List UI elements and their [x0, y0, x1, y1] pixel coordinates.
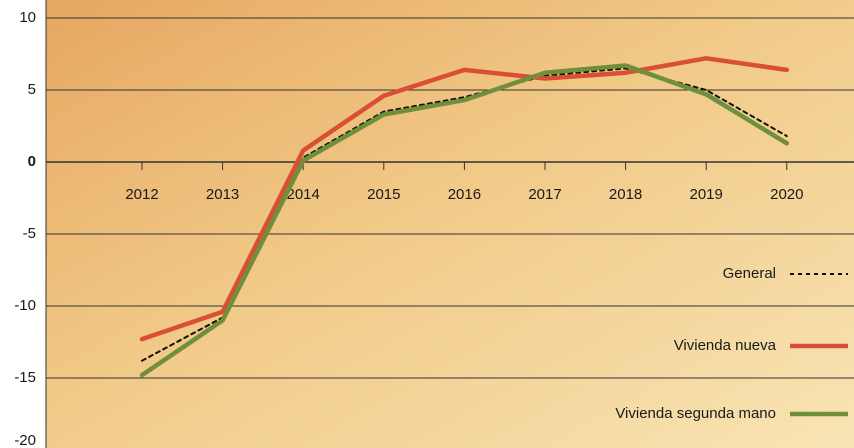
y-tick-label: 0 — [28, 153, 36, 170]
x-tick-label: 2015 — [367, 186, 400, 203]
legend-label: Vivienda segunda mano — [615, 405, 776, 422]
x-tick-label: 2012 — [125, 186, 158, 203]
x-tick-label: 2014 — [287, 186, 320, 203]
x-tick-label: 2016 — [448, 186, 481, 203]
y-tick-label: 10 — [19, 9, 36, 26]
x-tick-label: 2017 — [528, 186, 561, 203]
x-tick-label: 2018 — [609, 186, 642, 203]
grid — [46, 17, 854, 379]
series-line — [139, 56, 790, 342]
x-tick-label: 2019 — [690, 186, 723, 203]
y-tick-label: -20 — [14, 432, 36, 448]
y-tick-label: -15 — [14, 369, 36, 386]
y-tick-label: -5 — [23, 225, 36, 242]
y-tick-label: 5 — [28, 81, 36, 98]
legend-label: General — [723, 265, 776, 282]
x-tick-label: 2013 — [206, 186, 239, 203]
photo-background — [46, 0, 854, 448]
x-tick-label: 2020 — [770, 186, 803, 203]
y-tick-label: -10 — [14, 297, 36, 314]
series-line — [139, 63, 790, 378]
legend-label: Vivienda nueva — [674, 337, 777, 354]
lines — [139, 56, 790, 378]
